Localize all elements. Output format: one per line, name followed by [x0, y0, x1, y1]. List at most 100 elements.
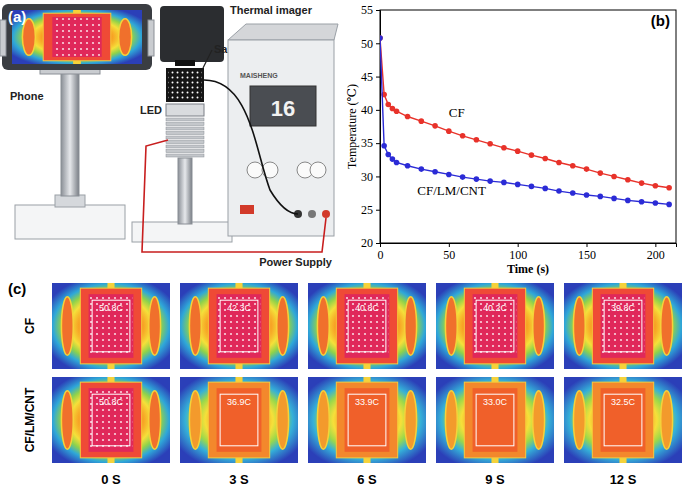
heat-sink-fin: [166, 127, 204, 130]
tick: 0: [378, 243, 384, 262]
tick-label: 100: [509, 248, 527, 262]
display: [250, 86, 316, 126]
data-point: [446, 172, 452, 178]
tick-mark: [376, 176, 380, 177]
data-point: [405, 163, 411, 169]
data-point: [556, 160, 562, 166]
fabric-texture: [54, 18, 101, 56]
thermal-image: 40.8C: [308, 283, 426, 369]
led-lead: [661, 391, 673, 449]
tick-mark: [376, 77, 380, 78]
data-point: [611, 196, 617, 202]
tick: 45: [361, 70, 380, 84]
data-point: [460, 174, 466, 180]
data-point: [474, 176, 480, 182]
sample-spot: [217, 294, 262, 358]
heat-sink-fin: [166, 141, 204, 144]
data-point: [666, 202, 672, 208]
temperature-reading: 40.8C: [355, 303, 380, 313]
tick-mark: [376, 10, 380, 11]
led-body: [208, 382, 269, 458]
imager-label: Thermal imager: [230, 4, 313, 16]
heat-glow: [564, 377, 682, 463]
heat-sink-fin: [166, 118, 204, 121]
panel-label: (a): [8, 8, 26, 25]
plot-frame: [380, 10, 676, 243]
tick-mark: [518, 243, 519, 247]
data-point: [639, 180, 645, 186]
led-lead: [405, 391, 417, 449]
data-point: [542, 186, 548, 192]
axis-line: [381, 244, 677, 248]
measure-box: [604, 300, 642, 352]
heat-glow: [436, 377, 554, 463]
tick-label: 200: [647, 248, 665, 262]
power-supply-label: Power Supply: [259, 256, 333, 268]
series-label: CF: [449, 105, 465, 120]
led-lead: [533, 297, 545, 355]
fabric-texture: [346, 296, 388, 356]
sample-texture: [168, 70, 202, 100]
phone-stand-base: [15, 205, 125, 239]
samples: [166, 68, 204, 102]
led-body: [336, 288, 397, 364]
power-supply: [228, 40, 334, 236]
heat-sink-fin: [166, 123, 204, 126]
temperature-reading: 50.8C: [99, 303, 124, 313]
tick-label: 25: [361, 203, 373, 217]
data-point: [385, 152, 391, 158]
tick: 50: [361, 37, 380, 51]
measure-box: [348, 394, 386, 446]
thermal-background: [12, 10, 142, 64]
tick: 35: [361, 136, 380, 150]
y-axis-title: Temperature (℃): [345, 84, 359, 169]
sample-spot: [217, 388, 262, 452]
led-lead: [189, 391, 201, 449]
brand-label: MAISHENG: [240, 72, 278, 79]
data-point: [611, 174, 617, 180]
thermal-image: [12, 10, 142, 64]
data-point: [597, 170, 603, 176]
measure-box: [476, 394, 514, 446]
data-point: [515, 182, 521, 188]
data-point: [653, 183, 659, 189]
led-lead: [445, 391, 457, 449]
led-stand-pole: [178, 158, 192, 224]
sample-spot: [89, 294, 134, 358]
thermal-background: [308, 377, 426, 463]
tick-mark: [376, 143, 380, 144]
data-point: [515, 148, 521, 154]
temperature-reading: 33.9C: [355, 397, 380, 407]
thermal-background: [564, 377, 682, 463]
tick: 30: [361, 170, 380, 184]
measure-box: [92, 300, 130, 352]
black-wire: [204, 80, 298, 214]
panel-b: 0501001502002025303540455055Time (s)Temp…: [345, 3, 677, 276]
display-value: 16: [271, 96, 295, 121]
column-label: 6 S: [357, 472, 377, 487]
tick-label: 20: [361, 236, 373, 250]
data-point: [529, 184, 535, 190]
data-point: [570, 163, 576, 169]
sample-spot: [345, 294, 390, 358]
heat-glow: [180, 377, 298, 463]
led-lead: [405, 297, 417, 355]
sample-spot: [601, 294, 646, 358]
tick-label: 45: [361, 70, 373, 84]
x-axis-title: Time (s): [507, 262, 549, 276]
data-point: [385, 102, 391, 108]
thermal-image: 40.2C: [436, 283, 554, 369]
fabric-texture: [90, 390, 132, 450]
data-point: [542, 156, 548, 162]
led-lead: [189, 297, 201, 355]
sample-spot: [601, 388, 646, 452]
temperature-reading: 50.8C: [99, 397, 124, 407]
data-point: [381, 143, 387, 149]
phone-clamp: [0, 20, 6, 56]
data-point: [597, 194, 603, 200]
tick: 40: [361, 103, 380, 117]
tick: 200: [647, 243, 665, 262]
led-label: LED: [140, 104, 162, 116]
measure-box: [604, 394, 642, 446]
column-label: 3 S: [229, 472, 249, 487]
